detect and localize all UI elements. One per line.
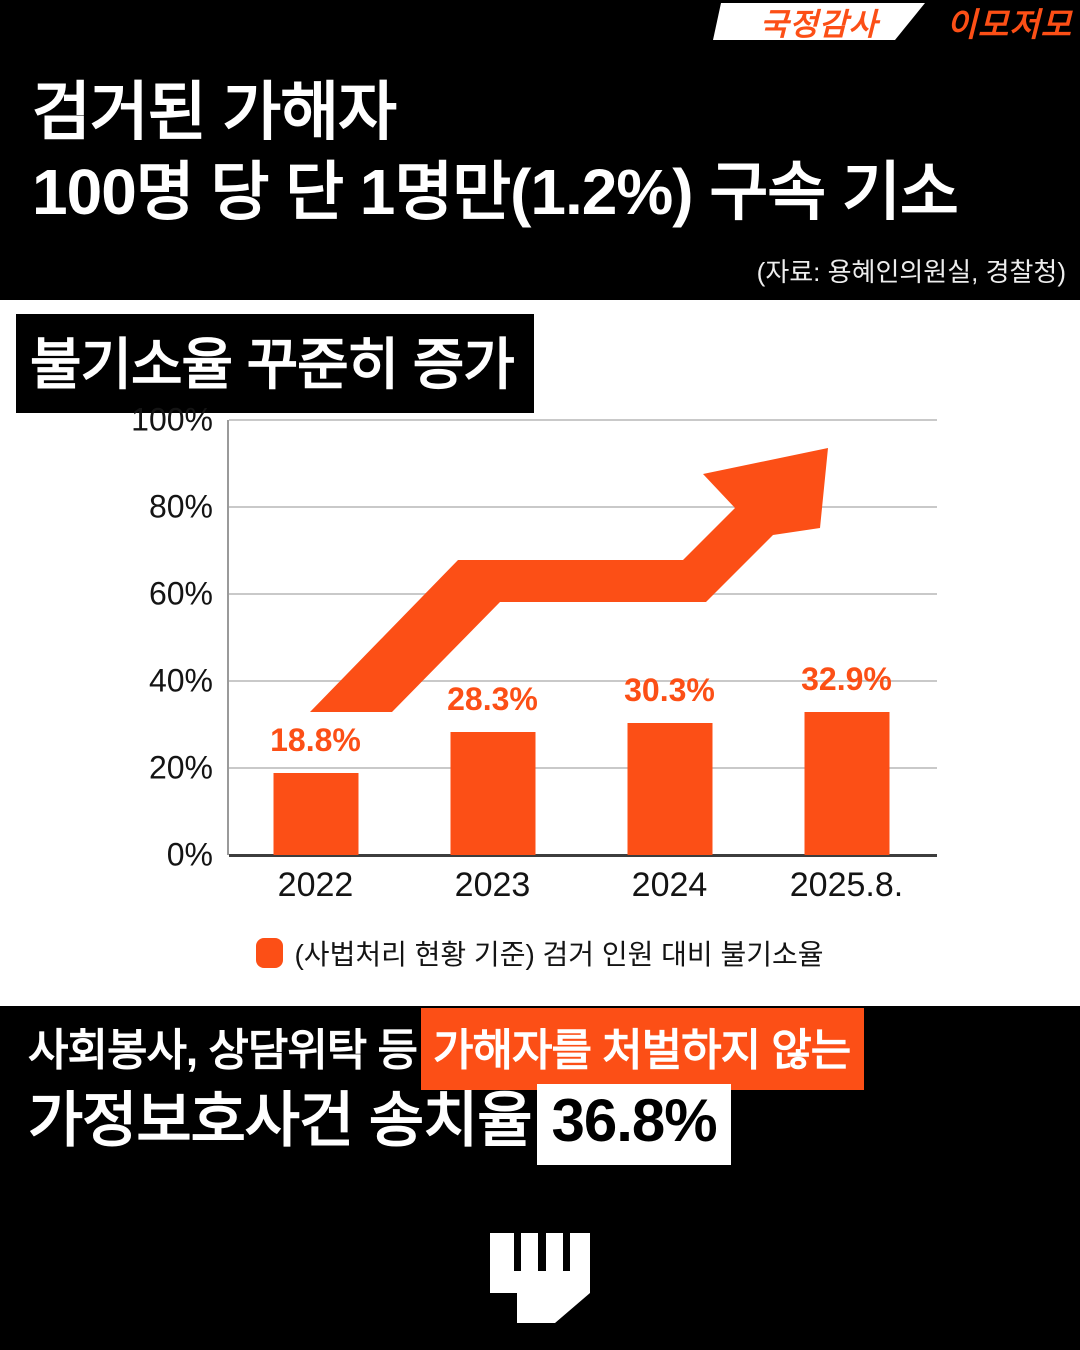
legend-label: (사법처리 현황 기준) 검거 인원 대비 불기소율 <box>294 939 824 970</box>
y-tick-label: 0% <box>166 836 213 873</box>
bar-slot: 18.8% <box>227 420 404 855</box>
bar-slot: 32.9% <box>758 420 935 855</box>
x-tick-label: 2024 <box>631 866 708 904</box>
badge-left-label: 국정감사 <box>759 7 879 42</box>
gridline <box>229 419 937 421</box>
footer-statement-1: 사회봉사, 상담위탁 등 가해자를 처벌하지 않는 <box>28 1008 865 1090</box>
y-tick-label: 20% <box>148 749 213 786</box>
data-source-note: (자료: 용혜인의원실, 경찰청) <box>756 257 1066 287</box>
page-title: 검거된 가해자 100명 당 단 1명만(1.2%) 구속 기소 <box>32 72 959 232</box>
bar-2022 <box>273 773 358 855</box>
bar-value-label: 18.8% <box>270 722 361 759</box>
footer-line2-prefix: 가정보호사건 송치율 <box>28 1087 532 1154</box>
bar-slot: 30.3% <box>581 420 758 855</box>
badge-right-label: 이모저모 <box>946 5 1072 43</box>
gridline <box>229 767 937 769</box>
x-axis-labels: 2022 2023 2024 2025.8. <box>227 866 935 905</box>
bar-value-label: 28.3% <box>447 680 538 717</box>
fist-icon <box>490 1233 590 1323</box>
badge-left-panel: 국정감사 <box>713 3 925 40</box>
x-tick-label: 2023 <box>454 866 531 904</box>
bar-series: 18.8% 28.3% 30.3% 32.9% <box>227 420 935 855</box>
bar-2025.8. <box>804 711 889 855</box>
page-title-line2: 100명 당 단 1명만(1.2%) 구속 기소 <box>32 156 959 228</box>
brand-badge: 국정감사 이모저모 <box>0 3 1080 45</box>
bar-value-label: 30.3% <box>624 672 715 709</box>
y-tick-label: 100% <box>131 401 213 438</box>
bar-2024 <box>627 723 712 855</box>
gridline <box>229 854 937 857</box>
bar-slot: 28.3% <box>404 420 581 855</box>
footer-statement-2: 가정보호사건 송치율 36.8% <box>28 1072 731 1165</box>
x-tick-label: 2025.8. <box>789 866 904 904</box>
y-tick-label: 40% <box>148 662 213 699</box>
chart-legend: (사법처리 현황 기준) 검거 인원 대비 불기소율 <box>0 933 1080 973</box>
page-title-line1: 검거된 가해자 <box>32 76 397 148</box>
y-tick-label: 60% <box>148 575 213 612</box>
legend-swatch-icon <box>256 938 284 968</box>
footer-line1-prefix: 사회봉사, 상담위탁 등 <box>28 1026 418 1075</box>
bar-value-label: 32.9% <box>801 660 892 697</box>
footer-line2-highlight: 36.8% <box>537 1084 731 1165</box>
y-tick-label: 80% <box>148 488 213 525</box>
x-tick-label: 2022 <box>277 866 354 904</box>
section-title: 불기소율 꾸준히 증가 <box>16 314 534 413</box>
footer-line1-highlight: 가해자를 처벌하지 않는 <box>421 1008 865 1090</box>
bar-2023 <box>450 731 535 855</box>
